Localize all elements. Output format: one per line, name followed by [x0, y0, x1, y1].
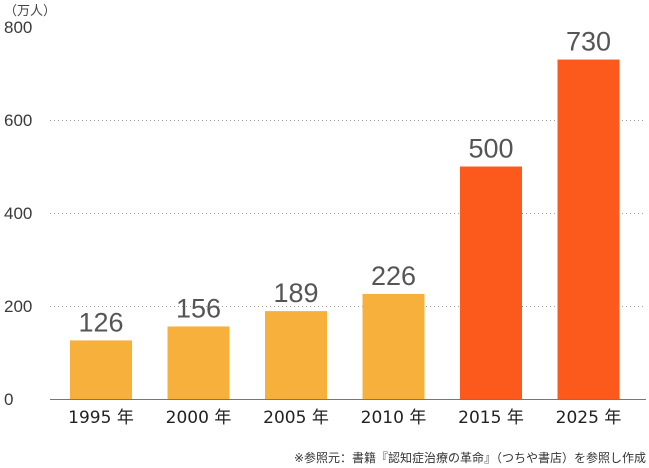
bar	[557, 59, 620, 400]
y-tick-label: 200	[4, 297, 32, 316]
bar-layer	[70, 59, 620, 400]
x-category-label: 2005 年	[263, 408, 329, 428]
bar-value-label: 156	[176, 293, 221, 323]
source-note: ※参照元：書籍『認知症治療の革命』（つちや書店）を参照し作成	[294, 450, 646, 465]
x-axis-categories: 1995 年 2000 年 2005 年 2010 年 2015 年 2025 年	[68, 408, 621, 428]
y-tick-label: 600	[4, 111, 32, 130]
y-tick-label: 0	[4, 390, 13, 409]
bar-value-label: 226	[371, 261, 416, 291]
bar-value-label: 500	[468, 134, 513, 164]
bar	[362, 293, 425, 399]
x-category-label: 2015 年	[458, 408, 524, 428]
x-category-label: 1995 年	[68, 408, 134, 428]
bar	[265, 311, 327, 399]
y-tick-label: 800	[4, 18, 32, 37]
x-category-label: 2010 年	[361, 408, 427, 428]
bar	[167, 326, 230, 399]
bar-value-label: 730	[566, 27, 611, 57]
bar-value-label: 189	[273, 278, 318, 308]
y-axis-unit-label: （万人）	[4, 4, 56, 19]
grid-layer	[50, 120, 646, 400]
bar	[70, 340, 132, 399]
y-axis-ticks: 0 200 400 600 800	[4, 18, 32, 409]
bar-value-label: 126	[78, 307, 123, 337]
y-tick-label: 400	[4, 204, 32, 223]
x-category-label: 2025 年	[556, 408, 622, 428]
x-category-label: 2000 年	[166, 408, 232, 428]
bar	[460, 166, 522, 399]
value-labels: 126 156 189 226 500 730	[78, 27, 611, 338]
